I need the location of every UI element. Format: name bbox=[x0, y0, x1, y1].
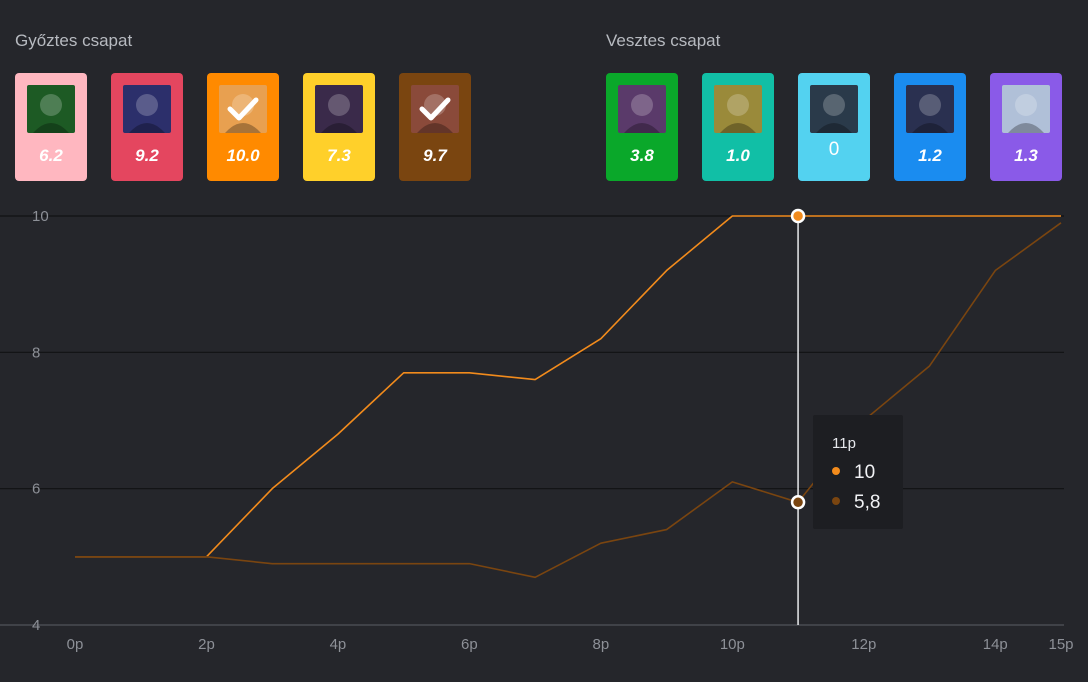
player-card[interactable]: 3.8 bbox=[606, 73, 678, 181]
player-card[interactable]: 7.3 bbox=[303, 73, 375, 181]
tooltip-row-series-2: 5,8 bbox=[832, 492, 880, 514]
series-1-dot-icon bbox=[832, 466, 840, 475]
winning-team-row: 6.2 9.2 10.0 7.3 9.7 bbox=[15, 73, 471, 181]
series-line-2 bbox=[75, 222, 1062, 579]
player-card[interactable]: 9.7 bbox=[399, 73, 471, 181]
chart-series bbox=[75, 215, 1062, 579]
x-tick-label: 15p bbox=[1048, 636, 1073, 653]
losing-team-title: Vesztes csapat bbox=[606, 31, 721, 50]
hover-point-series-1 bbox=[790, 208, 806, 224]
x-tick-label: 12p bbox=[851, 636, 876, 653]
champion-portrait-icon bbox=[714, 85, 762, 133]
champion-portrait-icon bbox=[1002, 85, 1050, 133]
player-card[interactable]: 0 bbox=[798, 73, 870, 181]
winning-team-title: Győztes csapat bbox=[15, 31, 133, 50]
y-tick-label: 4 bbox=[32, 617, 40, 634]
player-card[interactable]: 6.2 bbox=[15, 73, 87, 181]
x-tick-label: 2p bbox=[198, 636, 215, 653]
player-score: 3.8 bbox=[630, 146, 654, 165]
x-tick-label: 4p bbox=[330, 636, 347, 653]
champion-portrait-checkmark-icon bbox=[411, 85, 459, 133]
player-score: 10.0 bbox=[226, 146, 260, 165]
player-card[interactable]: 1.2 bbox=[894, 73, 966, 181]
champion-portrait-icon bbox=[906, 85, 954, 133]
champion-portrait-icon bbox=[315, 85, 363, 133]
x-tick-label: 10p bbox=[720, 636, 745, 653]
player-card[interactable]: 1.3 bbox=[990, 73, 1062, 181]
x-tick-label: 0p bbox=[67, 636, 84, 653]
player-score: 9.2 bbox=[135, 146, 159, 165]
player-card[interactable]: 9.2 bbox=[111, 73, 183, 181]
hover-point-series-2 bbox=[790, 495, 806, 510]
x-tick-label: 8p bbox=[593, 636, 610, 653]
hover-markers bbox=[790, 208, 806, 510]
series-line-1 bbox=[75, 215, 1061, 558]
champion-portrait-icon bbox=[618, 85, 666, 133]
player-score: 1.0 bbox=[726, 146, 750, 165]
y-tick-label: 8 bbox=[32, 344, 40, 361]
y-tick-label: 6 bbox=[32, 481, 40, 498]
chart-tooltip: 11p 10 5,8 bbox=[813, 415, 903, 529]
champion-portrait-icon bbox=[123, 85, 171, 133]
series-2-dot-icon bbox=[832, 496, 840, 505]
champion-portrait-icon bbox=[27, 85, 75, 133]
player-score: 7.3 bbox=[327, 146, 351, 165]
champion-portrait-icon bbox=[810, 85, 858, 133]
y-tick-label: 10 bbox=[32, 208, 49, 225]
player-card[interactable]: 1.0 bbox=[702, 73, 774, 181]
chart-grid bbox=[0, 215, 1064, 626]
player-score: 1.3 bbox=[1014, 146, 1038, 165]
losing-team-row: 3.8 1.0 0 1.2 1.3 bbox=[606, 73, 1062, 181]
tooltip-row-series-1: 10 bbox=[832, 462, 875, 484]
x-tick-label: 14p bbox=[983, 636, 1008, 653]
x-tick-label: 6p bbox=[461, 636, 478, 653]
x-axis: 0p 2p 4p 6p 8p 10p 12p 14p 15p bbox=[67, 636, 1074, 653]
player-score: 1.2 bbox=[918, 146, 942, 165]
tooltip-value-series-1: 10 bbox=[854, 462, 876, 483]
tooltip-title: 11p bbox=[832, 435, 856, 452]
player-card[interactable]: 10.0 bbox=[207, 73, 279, 181]
player-score: 9.7 bbox=[423, 146, 447, 165]
tooltip-value-series-2: 5,8 bbox=[854, 492, 881, 513]
y-axis: 10 8 6 4 bbox=[32, 208, 49, 634]
player-score: 0 bbox=[828, 139, 840, 160]
champion-portrait-checkmark-icon bbox=[219, 85, 267, 133]
player-score: 6.2 bbox=[39, 146, 63, 165]
